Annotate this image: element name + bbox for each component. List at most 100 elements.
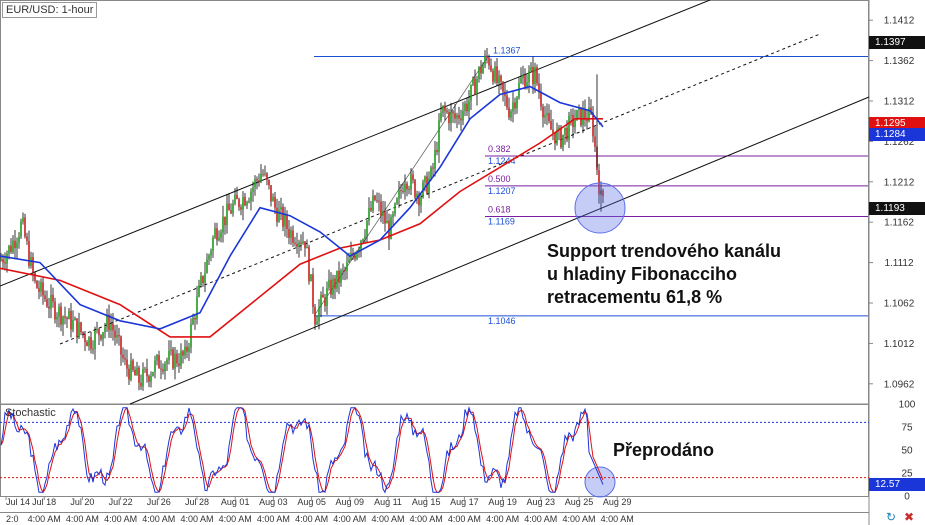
candle — [134, 366, 136, 376]
fibonacci-price-label: 1.1367 — [493, 46, 521, 56]
candle — [450, 102, 452, 132]
candle — [178, 353, 180, 373]
candle-body — [172, 349, 174, 369]
candle-body — [164, 363, 166, 372]
x-axis-time-label: 4:00 AM — [601, 514, 634, 524]
candle-body — [8, 245, 10, 254]
candle-body — [474, 78, 476, 95]
candle-body — [0, 259, 2, 261]
candle-body — [590, 107, 592, 113]
candle — [182, 349, 184, 364]
candle-body — [468, 100, 470, 112]
candle — [14, 230, 16, 260]
candle-body — [588, 107, 590, 122]
candle-body — [594, 136, 596, 147]
candle — [228, 193, 230, 211]
x-axis-tick-label: Aug 11 — [374, 497, 402, 507]
candle-body — [238, 199, 240, 208]
close-icon[interactable]: ✖ — [904, 510, 915, 524]
candle-body — [18, 236, 20, 243]
candle — [524, 68, 526, 90]
candle — [94, 326, 96, 360]
candle — [360, 239, 362, 258]
support-annotation: Support trendového kanálu u hladiny Fibo… — [547, 240, 847, 309]
candle — [32, 252, 34, 282]
candle-body — [192, 318, 194, 325]
candle — [408, 185, 410, 195]
candle — [434, 140, 436, 177]
candle-body — [428, 178, 430, 194]
candle — [232, 199, 234, 217]
candle-body — [574, 120, 576, 128]
candle — [572, 108, 574, 139]
fibonacci-ratio-label: 0.382 — [488, 144, 511, 154]
candle — [298, 239, 300, 258]
candle-body — [246, 202, 248, 206]
candle — [100, 334, 102, 342]
candle — [64, 306, 66, 325]
candle — [556, 122, 558, 146]
candle-body — [34, 272, 36, 281]
candle-body — [298, 242, 300, 247]
candle-body — [598, 170, 600, 195]
candle — [336, 270, 338, 293]
candle — [206, 253, 208, 274]
candle — [582, 100, 584, 134]
candle-body — [20, 221, 22, 237]
fibonacci-price-label: 1.1169 — [488, 217, 515, 227]
candle-body — [132, 360, 134, 370]
candle-body — [538, 83, 540, 93]
candle-body — [14, 240, 16, 249]
candle-body — [134, 369, 136, 376]
candle — [400, 184, 402, 199]
candle-body — [444, 105, 446, 111]
candle — [274, 191, 276, 214]
x-axis-tick-label: Aug 05 — [297, 497, 326, 507]
candle — [146, 358, 148, 383]
candle-body — [72, 320, 74, 330]
candle-body — [136, 367, 138, 376]
candle-body — [536, 67, 538, 84]
candle — [60, 302, 62, 332]
candle-body — [210, 251, 212, 256]
candle-body — [452, 111, 454, 114]
candle-body — [74, 318, 76, 321]
candle — [170, 340, 172, 356]
candle — [546, 103, 548, 126]
x-axis-time-label: 4:00 AM — [562, 514, 595, 524]
candle-body — [288, 228, 290, 238]
sync-icon[interactable]: ↻ — [886, 510, 897, 524]
candle-body — [480, 67, 482, 74]
candle-body — [270, 185, 272, 202]
candle-body — [336, 270, 338, 289]
candle-body — [26, 236, 28, 241]
candle — [384, 201, 386, 232]
candle — [468, 89, 470, 120]
candle-body — [470, 84, 472, 101]
candle — [126, 349, 128, 377]
candle — [488, 54, 490, 70]
candle-body — [578, 107, 580, 111]
candle — [368, 197, 370, 226]
candle — [498, 70, 500, 95]
candle — [580, 107, 582, 128]
candle — [174, 347, 176, 380]
candle-body — [112, 323, 114, 331]
candle — [132, 358, 134, 373]
candle — [290, 226, 292, 245]
candle — [310, 274, 312, 282]
candle-body — [532, 67, 534, 84]
candle-body — [78, 322, 80, 338]
candle-body — [458, 114, 460, 119]
candle — [278, 200, 280, 223]
candle — [254, 175, 256, 196]
candle-body — [214, 228, 216, 238]
candle-body — [84, 334, 86, 343]
candle-body — [58, 306, 60, 317]
candle-body — [276, 207, 278, 222]
y-axis-tick-label: 1.1362 — [884, 56, 915, 67]
candle-body — [436, 149, 438, 153]
candle-body — [114, 330, 116, 338]
candle-body — [12, 240, 14, 253]
